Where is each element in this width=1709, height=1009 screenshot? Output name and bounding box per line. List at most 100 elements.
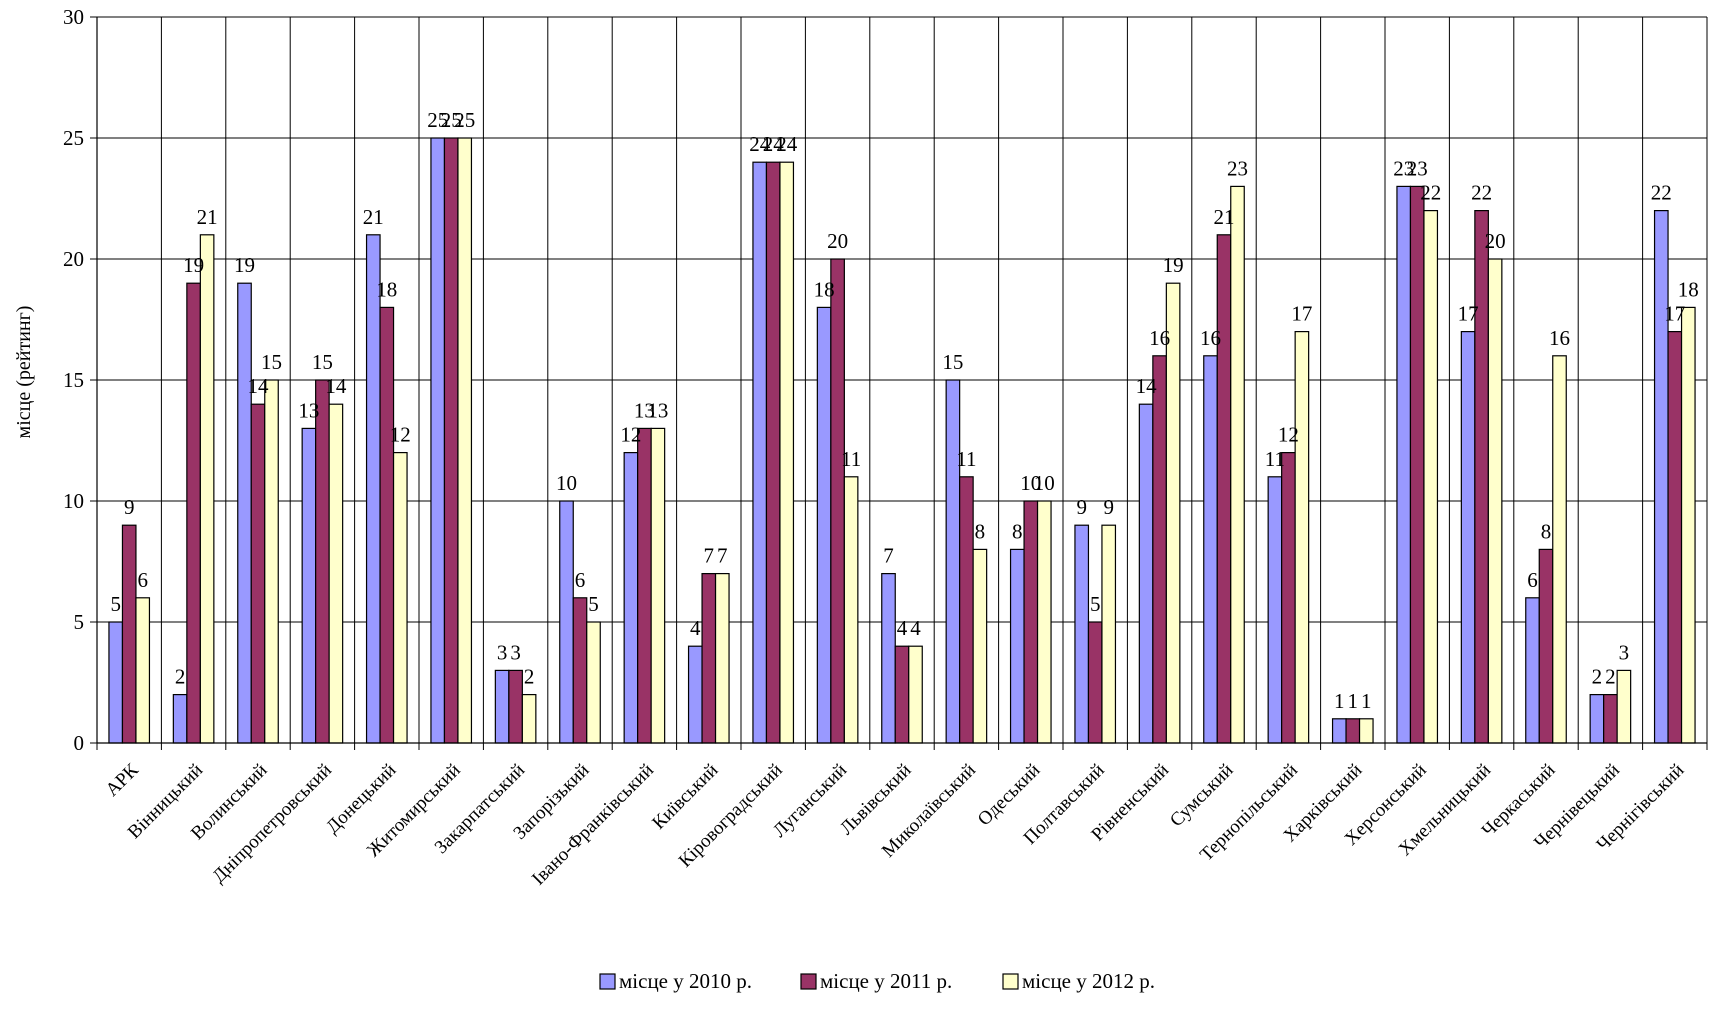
bar: [830, 258, 845, 744]
bar: [430, 137, 446, 744]
bar: [1552, 355, 1567, 744]
bar: [508, 669, 523, 744]
bar: [972, 548, 988, 744]
bar: [765, 161, 781, 744]
data-label: 17: [1664, 302, 1685, 326]
data-label: 24: [776, 132, 798, 156]
y-tick-label: 20: [63, 247, 84, 271]
legend-swatch: [800, 973, 817, 990]
bar: [1423, 210, 1439, 744]
data-label: 21: [1214, 205, 1235, 229]
bar: [1460, 331, 1476, 744]
data-label: 14: [1136, 374, 1158, 398]
x-tick-label: Івано-Франківський: [528, 760, 658, 890]
legend-label: місце у 2012 р.: [1022, 969, 1155, 993]
data-label: 7: [883, 544, 894, 568]
data-label: 8: [1541, 519, 1552, 543]
data-label: 11: [841, 447, 861, 471]
bar: [1653, 210, 1669, 744]
gridlines: [97, 16, 1708, 743]
bar: [1216, 234, 1232, 744]
legend-label: місце у 2011 р.: [820, 969, 952, 993]
bar: [1667, 331, 1683, 744]
data-label: 17: [1458, 302, 1479, 326]
data-label: 1: [1348, 689, 1359, 713]
data-label: 1: [1361, 689, 1372, 713]
data-label: 4: [897, 616, 908, 640]
bar: [1487, 258, 1503, 744]
y-tick-label: 0: [74, 731, 85, 755]
bar: [457, 137, 473, 744]
y-tick-label: 5: [74, 610, 85, 634]
bar: [186, 282, 201, 744]
bar: [1087, 621, 1103, 744]
data-label: 6: [137, 568, 148, 592]
data-label: 22: [1651, 181, 1672, 205]
data-label: 2: [1605, 665, 1616, 689]
bar: [945, 379, 961, 744]
data-label: 16: [1200, 326, 1221, 350]
data-label: 19: [1163, 253, 1184, 277]
bar: [301, 427, 317, 744]
bar: [1230, 185, 1245, 744]
y-tick-label: 15: [63, 368, 84, 392]
data-label: 25: [441, 108, 462, 132]
bar: [752, 161, 768, 744]
bar: [1074, 524, 1090, 744]
data-label: 13: [647, 398, 668, 422]
bar: [1603, 693, 1618, 744]
bar: [108, 621, 124, 744]
data-label: 13: [298, 398, 319, 422]
data-label: 3: [510, 640, 521, 664]
legend-swatch: [1002, 973, 1019, 990]
bar: [365, 234, 381, 744]
data-label: 20: [1485, 229, 1506, 253]
bars: [108, 137, 1696, 744]
data-label: 6: [575, 568, 586, 592]
data-label: 11: [956, 447, 976, 471]
x-tick-label: Дніпропетровський: [208, 760, 335, 887]
data-label: 24: [749, 132, 771, 156]
data-label: 12: [1278, 423, 1299, 447]
data-label: 15: [261, 350, 282, 374]
data-label: 10: [556, 471, 577, 495]
data-label: 17: [1291, 302, 1312, 326]
data-label: 9: [1103, 495, 1114, 519]
y-tick-label: 25: [63, 126, 84, 150]
data-label: 9: [124, 495, 135, 519]
bar: [650, 427, 666, 744]
data-label: 3: [1619, 640, 1630, 664]
data-label: 23: [1227, 156, 1248, 180]
bar: [1294, 331, 1310, 744]
data-label: 2: [1592, 665, 1603, 689]
bar: [959, 476, 974, 744]
bar: [1616, 669, 1632, 744]
data-label: 18: [814, 277, 835, 301]
legend-label: місце у 2010 р.: [619, 969, 752, 993]
y-axis-title: місце (рейтинг): [13, 306, 35, 439]
bar: [315, 379, 330, 744]
bar: [1345, 718, 1361, 744]
data-label: 2: [524, 665, 535, 689]
data-label: 13: [634, 398, 655, 422]
bar: [714, 572, 730, 744]
data-label: 12: [620, 423, 641, 447]
data-label: 11: [1265, 447, 1285, 471]
bar: [199, 234, 215, 744]
bar: [1589, 693, 1605, 744]
data-label: 21: [197, 205, 218, 229]
bar: [816, 306, 832, 744]
data-label: 5: [110, 592, 121, 616]
bar: [843, 476, 859, 744]
bar: [572, 597, 588, 744]
bar: [121, 524, 137, 744]
data-label: 9: [1076, 495, 1087, 519]
data-label: 3: [497, 640, 508, 664]
data-label: 6: [1527, 568, 1538, 592]
data-label: 14: [248, 374, 270, 398]
data-label: 16: [1149, 326, 1170, 350]
bar: [1409, 185, 1425, 744]
legend-swatch: [599, 973, 616, 990]
